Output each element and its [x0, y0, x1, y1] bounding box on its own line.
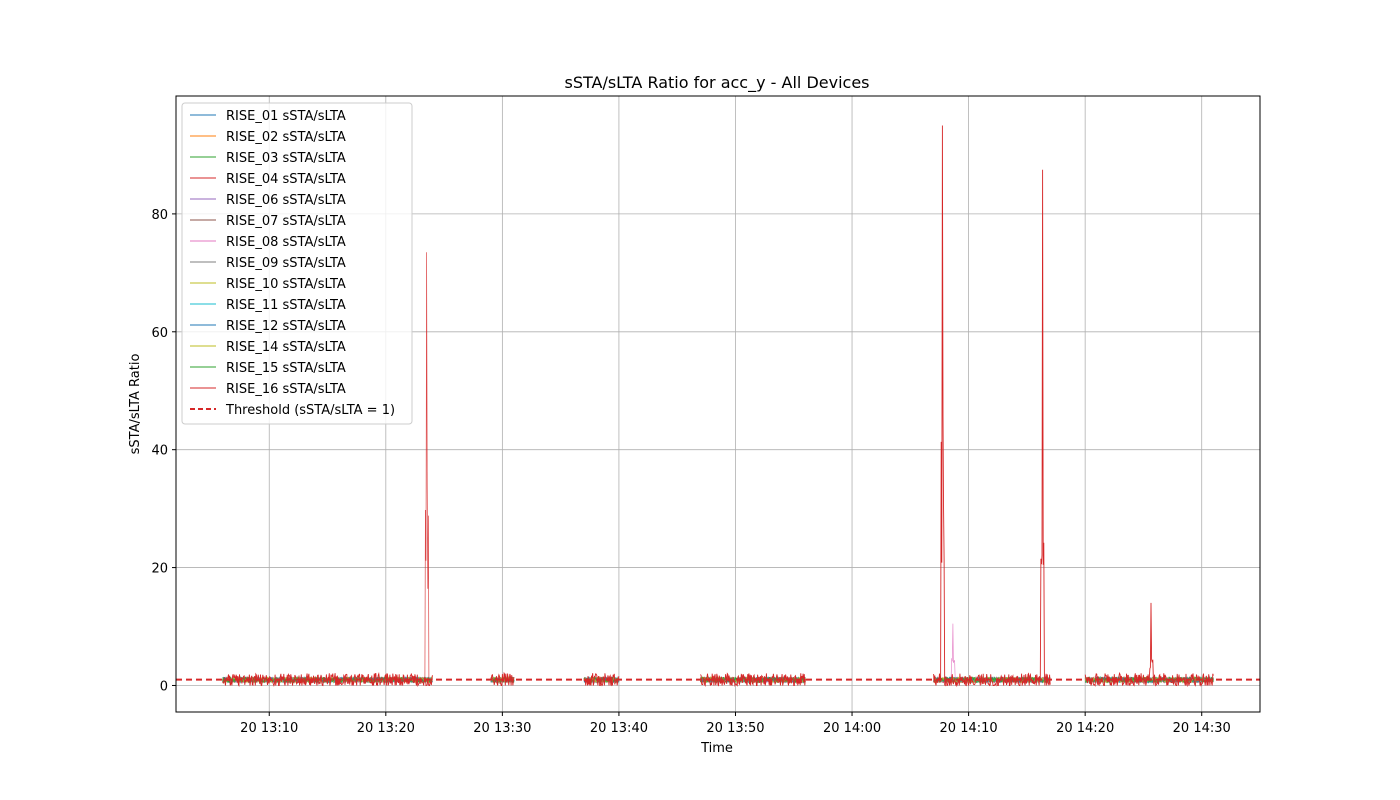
legend-label: RISE_10 sSTA/sLTA	[226, 277, 346, 292]
legend-label: RISE_11 sSTA/sLTA	[226, 298, 346, 313]
x-tick-label: 20 14:00	[823, 721, 881, 736]
legend-label: RISE_14 sSTA/sLTA	[226, 340, 346, 355]
y-tick-label: 80	[151, 208, 168, 223]
legend-label: RISE_07 sSTA/sLTA	[226, 214, 346, 229]
legend-label: RISE_12 sSTA/sLTA	[226, 319, 346, 334]
x-tick-label: 20 13:50	[706, 721, 764, 736]
x-tick-label: 20 13:40	[590, 721, 648, 736]
chart-title: sSTA/sLTA Ratio for acc_y - All Devices	[564, 73, 869, 93]
series-line	[222, 623, 1214, 684]
y-tick-label: 40	[151, 444, 168, 459]
x-tick-label: 20 14:10	[940, 721, 998, 736]
legend: RISE_01 sSTA/sLTA RISE_02 sSTA/sLTA RISE_0…	[181, 102, 413, 425]
legend-label: RISE_01 sSTA/sLTA	[226, 109, 346, 124]
x-tick-label: 20 13:20	[357, 721, 415, 736]
legend-label: RISE_03 sSTA/sLTA	[226, 151, 346, 166]
y-tick-label: 20	[151, 562, 168, 577]
y-axis-title: sSTA/sLTA Ratio	[128, 354, 143, 455]
legend-label-threshold: Threshold (sSTA/sLTA = 1)	[225, 403, 395, 418]
x-tick-label: 20 14:20	[1056, 721, 1114, 736]
x-axis-title: Time	[700, 741, 733, 756]
x-tick-label: 20 13:30	[473, 721, 531, 736]
legend-label: RISE_15 sSTA/sLTA	[226, 361, 346, 376]
series-line	[222, 125, 1214, 688]
x-axis: 20 13:10 20 13:20 20 13:30 20 13:40 20 13:50…	[240, 712, 1231, 736]
legend-label: RISE_04 sSTA/sLTA	[226, 172, 346, 187]
legend-label: RISE_09 sSTA/sLTA	[226, 256, 346, 271]
plot-frame	[175, 95, 1261, 713]
y-tick-label: 60	[151, 326, 168, 341]
legend-label: RISE_08 sSTA/sLTA	[226, 235, 346, 250]
x-tick-label: 20 14:30	[1173, 721, 1231, 736]
y-tick-label: 0	[160, 679, 168, 694]
x-tick-label: 20 13:10	[240, 721, 298, 736]
legend-label: RISE_16 sSTA/sLTA	[226, 382, 346, 397]
grid	[176, 96, 1260, 712]
y-axis: 0 20 40 60 80	[151, 208, 176, 694]
legend-box	[181, 102, 413, 425]
legend-label: RISE_02 sSTA/sLTA	[226, 130, 346, 145]
legend-label: RISE_06 sSTA/sLTA	[226, 193, 346, 208]
